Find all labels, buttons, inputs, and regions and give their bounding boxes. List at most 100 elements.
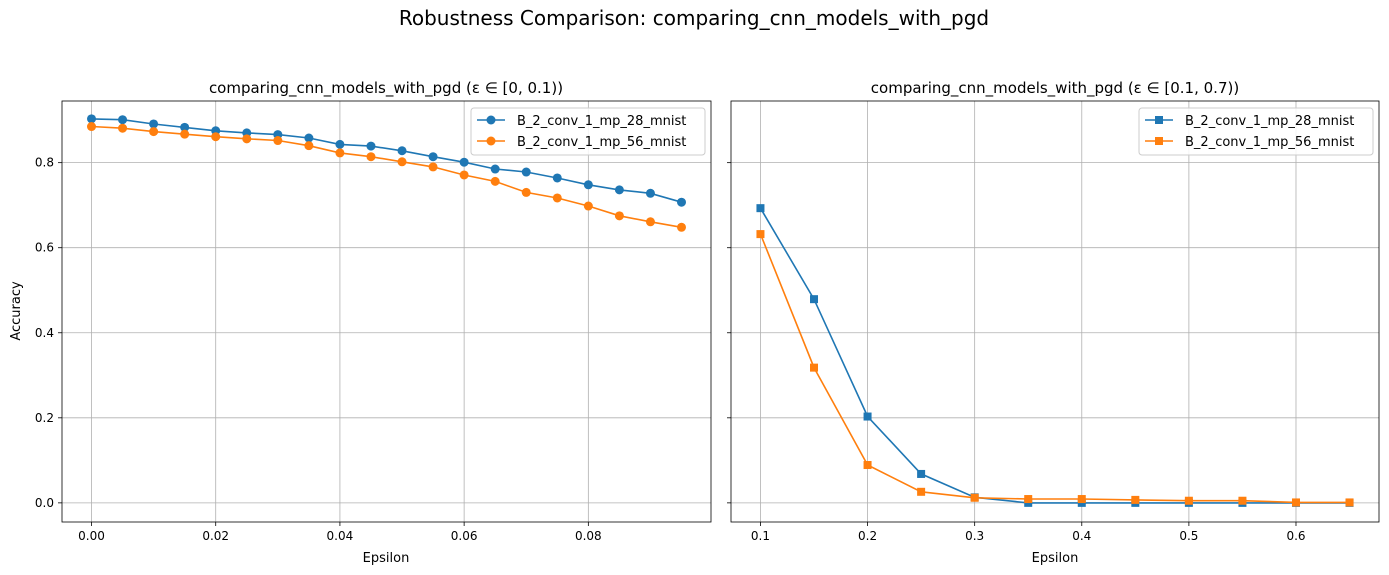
data-point [863,461,872,470]
data-point [428,162,438,172]
data-point [273,136,283,146]
x-tick-label: 0.06 [451,529,478,543]
legend-marker [486,115,496,125]
data-point [87,122,96,132]
series-line-0 [759,207,1350,504]
y-axis-label-left: Accuracy [9,281,24,341]
data-point [756,204,765,213]
data-point [1184,496,1193,505]
legend-marker [1155,137,1163,145]
data-point [490,176,500,186]
y-tick-label: 0.6 [35,241,54,255]
data-point [614,185,624,195]
plot-frame-right [730,100,1380,523]
y-tick-label: 0.8 [35,156,54,170]
data-point [645,217,655,227]
data-point [552,173,562,183]
y-tick-label: 0.2 [35,411,54,425]
data-point [583,180,593,190]
x-tick-label: 0.1 [751,529,770,543]
data-point [242,134,252,144]
data-point [756,230,765,239]
x-tick-label: 0.4 [1072,529,1091,543]
legend-box-left [470,107,706,156]
data-point [366,152,376,162]
data-point [552,193,562,203]
data-point [614,211,624,221]
data-point [1291,498,1300,507]
legend-label: B_2_conv_1_mp_56_mnist [1185,135,1354,150]
legend-marker [1155,116,1163,124]
data-point [118,123,128,133]
data-point [677,197,686,207]
data-point [397,157,407,167]
x-tick-label: 0.04 [327,529,354,543]
y-tick-label: 0.0 [35,496,54,510]
data-point [521,187,531,197]
x-tick-label: 0.08 [575,529,602,543]
grid-right [731,101,1379,522]
y-tick-label: 0.4 [35,326,54,340]
data-point [428,152,438,162]
x-tick-label: 0.00 [78,529,105,543]
chart-panel-left: comparing_cnn_models_with_pgd (ε ∈ [0, 0… [9,79,712,566]
data-point [917,487,926,496]
data-point [810,295,819,304]
data-point [970,493,979,502]
x-tick-label: 0.6 [1286,529,1305,543]
data-point [304,133,314,143]
data-point [677,222,686,232]
data-point [211,132,221,142]
chart-title-left: comparing_cnn_models_with_pgd (ε ∈ [0, 0… [209,79,563,98]
data-point [397,146,407,156]
x-axis-label-left: Epsilon [363,551,410,566]
data-point [149,127,159,137]
series-line-0 [91,118,682,203]
axis-ticks-right: 0.1 0.2 0.3 0.4 0.5 0.6 [727,162,1306,543]
data-point [583,201,593,211]
x-tick-label: 0.5 [1179,529,1198,543]
plot-frame-left [61,100,712,523]
series-line-1 [759,233,1350,504]
x-tick-label: 0.2 [858,529,877,543]
x-tick-label: 0.3 [965,529,984,543]
data-point [149,119,159,129]
data-point [1238,496,1247,505]
figure-title: Robustness Comparison: comparing_cnn_mod… [399,6,989,30]
legend-marker [486,136,496,146]
legend-box-right [1138,107,1374,156]
series-line-1 [91,125,682,229]
x-tick-label: 0.02 [202,529,229,543]
legend-left: B_2_conv_1_mp_28_mnist B_2_conv_1_mp_56_… [470,107,706,156]
legend-label: B_2_conv_1_mp_28_mnist [517,114,686,129]
data-point [459,170,469,180]
data-point [118,115,128,125]
data-point [917,469,926,478]
axis-ticks-left: 0.00 0.02 0.04 0.06 0.08 0.0 0.2 0.4 0.6 0.8 [35,156,602,543]
x-axis-label-right: Epsilon [1032,551,1079,566]
chart-panel-right: comparing_cnn_models_with_pgd (ε ∈ [0.1,… [727,79,1380,566]
data-point [180,122,190,132]
data-point [180,129,190,139]
data-point [335,148,345,158]
series-layer-left [87,114,686,232]
data-point [1024,495,1033,504]
data-point [490,164,500,174]
legend-label: B_2_conv_1_mp_28_mnist [1185,114,1354,129]
legend-label: B_2_conv_1_mp_56_mnist [517,135,686,150]
data-point [304,141,314,151]
legend-right: B_2_conv_1_mp_28_mnist B_2_conv_1_mp_56_… [1138,107,1374,156]
data-point [810,363,819,372]
data-point [459,157,469,167]
series-layer-right [756,204,1354,507]
data-point [87,114,96,124]
data-point [1345,498,1354,507]
data-point [863,412,872,421]
chart-title-right: comparing_cnn_models_with_pgd (ε ∈ [0.1,… [871,79,1239,98]
data-point [1131,495,1140,504]
data-point [1077,495,1086,504]
data-point [645,188,655,198]
data-point [521,167,531,177]
grid-left [62,101,711,522]
